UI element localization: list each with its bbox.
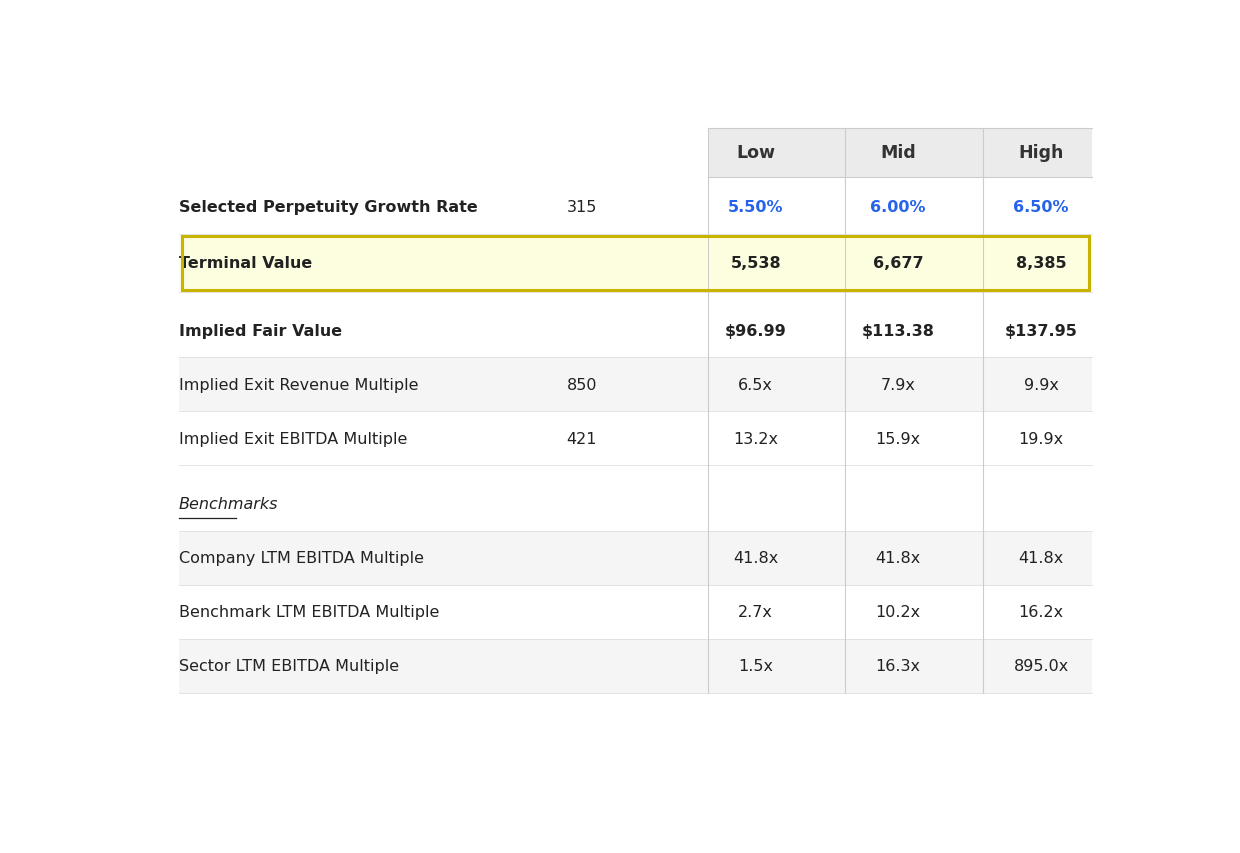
Text: 315: 315 (567, 200, 596, 215)
Bar (708, 235, 1092, 293)
Text: 6.50%: 6.50% (1013, 200, 1069, 215)
Text: Implied Exit Revenue Multiple: Implied Exit Revenue Multiple (179, 377, 419, 392)
Bar (179, 639, 708, 693)
Text: 15.9x: 15.9x (875, 431, 920, 446)
Text: 16.2x: 16.2x (1018, 605, 1064, 619)
Bar (182, 236, 1089, 290)
Bar (179, 412, 708, 466)
Text: Mid: Mid (880, 144, 915, 162)
Bar (708, 478, 1092, 531)
Bar (179, 585, 708, 639)
Text: 5,538: 5,538 (730, 256, 781, 270)
Text: Benchmark LTM EBITDA Multiple: Benchmark LTM EBITDA Multiple (179, 605, 439, 619)
Bar (179, 358, 708, 412)
Text: Implied Fair Value: Implied Fair Value (179, 323, 342, 339)
Text: Low: Low (737, 144, 775, 162)
Text: 2.7x: 2.7x (738, 605, 773, 619)
Text: 13.2x: 13.2x (733, 431, 779, 446)
Text: 6.5x: 6.5x (738, 377, 773, 392)
Text: $137.95: $137.95 (1004, 323, 1078, 339)
Text: Terminal Value: Terminal Value (179, 256, 312, 270)
Bar (708, 412, 1092, 466)
Text: 8,385: 8,385 (1016, 256, 1066, 270)
Bar (179, 478, 708, 531)
Text: 7.9x: 7.9x (880, 377, 915, 392)
Text: 895.0x: 895.0x (1013, 659, 1069, 673)
Text: 41.8x: 41.8x (875, 551, 920, 566)
Text: Implied Exit EBITDA Multiple: Implied Exit EBITDA Multiple (179, 431, 408, 446)
Text: 10.2x: 10.2x (875, 605, 920, 619)
Text: Benchmarks: Benchmarks (179, 496, 279, 512)
Text: 1.5x: 1.5x (738, 659, 773, 673)
Text: High: High (1018, 144, 1064, 162)
Bar (708, 304, 1092, 358)
Text: 9.9x: 9.9x (1023, 377, 1059, 392)
Bar (179, 181, 708, 235)
Text: 850: 850 (567, 377, 596, 392)
Text: 421: 421 (567, 431, 596, 446)
Bar (179, 531, 708, 585)
Bar (708, 358, 1092, 412)
Text: 5.50%: 5.50% (728, 200, 784, 215)
Bar (708, 129, 1092, 178)
Text: 41.8x: 41.8x (1018, 551, 1064, 566)
Text: 6,677: 6,677 (873, 256, 923, 270)
Text: $113.38: $113.38 (862, 323, 934, 339)
Text: 19.9x: 19.9x (1018, 431, 1064, 446)
Text: Company LTM EBITDA Multiple: Company LTM EBITDA Multiple (179, 551, 424, 566)
Bar (708, 585, 1092, 639)
Bar (708, 531, 1092, 585)
Text: Selected Perpetuity Growth Rate: Selected Perpetuity Growth Rate (179, 200, 477, 215)
Text: 16.3x: 16.3x (875, 659, 920, 673)
Text: 41.8x: 41.8x (733, 551, 779, 566)
Text: 6.00%: 6.00% (870, 200, 925, 215)
Text: Sector LTM EBITDA Multiple: Sector LTM EBITDA Multiple (179, 659, 399, 673)
Bar (179, 304, 708, 358)
Text: $96.99: $96.99 (724, 323, 786, 339)
Bar (708, 181, 1092, 235)
Bar (179, 235, 708, 293)
Bar (708, 639, 1092, 693)
